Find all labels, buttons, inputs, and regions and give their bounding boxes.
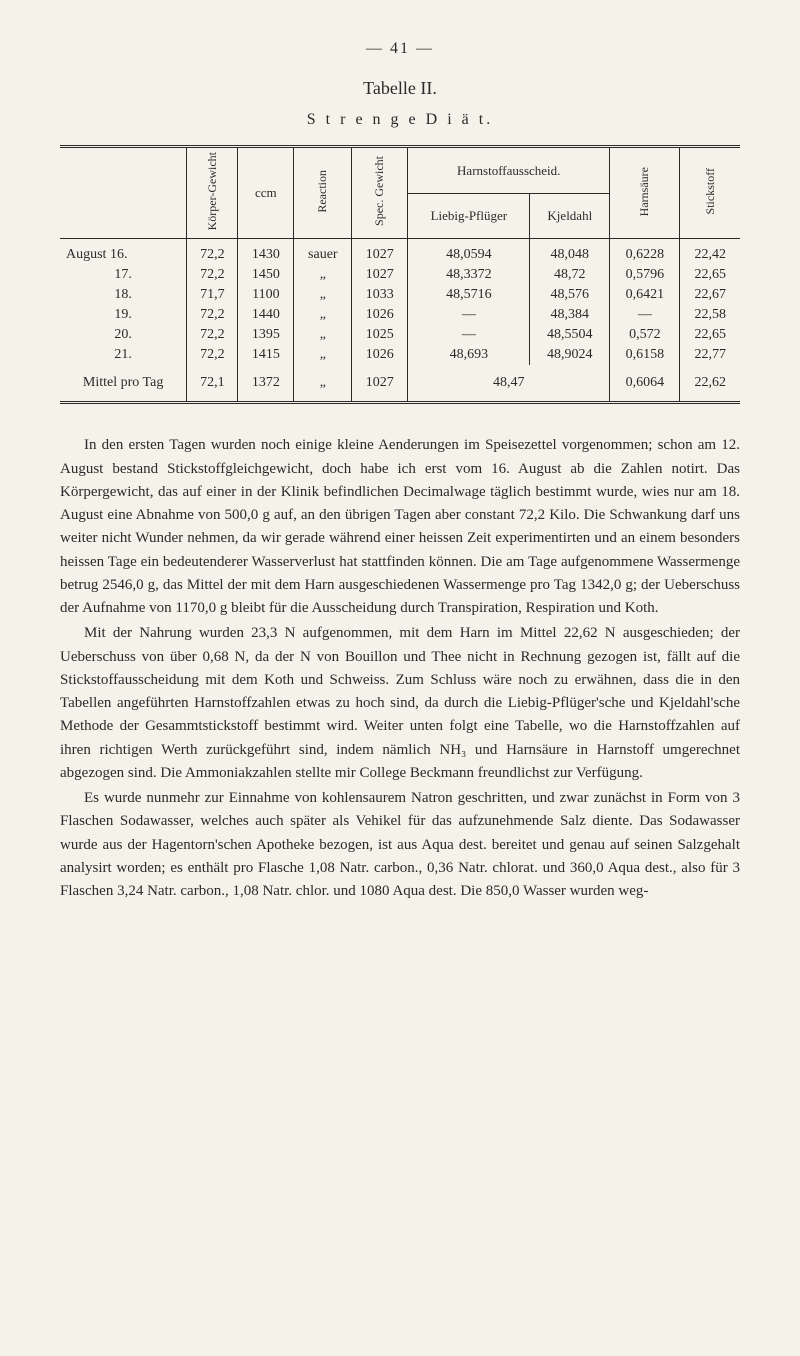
cell: 72,1	[187, 365, 238, 403]
col-header-kjeldahl: Kjeldahl	[530, 194, 610, 239]
table-row: 21. 72,2 1415 „ 1026 48,693 48,9024 0,61…	[60, 345, 740, 365]
cell: 19.	[60, 305, 187, 325]
table-subtitle: S t r e n g e D i ä t.	[60, 111, 740, 129]
cell: 1415	[238, 345, 294, 365]
table-title: Tabelle II.	[60, 78, 740, 99]
cell: 71,7	[187, 285, 238, 305]
table-row: 19. 72,2 1440 „ 1026 — 48,384 — 22,58	[60, 305, 740, 325]
paragraph: Mit der Nahrung wurden 23,3 N aufgenomme…	[60, 622, 740, 785]
cell: —	[408, 325, 530, 345]
cell: 72,2	[187, 305, 238, 325]
cell: 17.	[60, 265, 187, 285]
cell: 21.	[60, 345, 187, 365]
cell: 22,62	[680, 365, 740, 403]
col-header-liebig: Liebig-Pflüger	[408, 194, 530, 239]
cell: 72,2	[187, 265, 238, 285]
col-header-reaction: Reaction	[294, 147, 352, 239]
summary-row: Mittel pro Tag 72,1 1372 „ 1027 48,47 0,…	[60, 365, 740, 403]
cell: 48,693	[408, 345, 530, 365]
col-header-gewicht: Körper-Gewicht	[187, 147, 238, 239]
cell: 1372	[238, 365, 294, 403]
cell: 0,572	[610, 325, 680, 345]
cell: 20.	[60, 325, 187, 345]
cell: 1027	[352, 239, 408, 266]
cell: 72,2	[187, 345, 238, 365]
cell: 22,42	[680, 239, 740, 266]
cell: 48,0594	[408, 239, 530, 266]
cell: 1026	[352, 305, 408, 325]
col-header-ccm: ccm	[238, 147, 294, 239]
cell: 22,77	[680, 345, 740, 365]
cell: „	[294, 325, 352, 345]
cell: 0,6228	[610, 239, 680, 266]
cell: 48,048	[530, 239, 610, 266]
col-header-spec: Spec. Gewicht	[352, 147, 408, 239]
cell: —	[408, 305, 530, 325]
cell: sauer	[294, 239, 352, 266]
cell: 22,65	[680, 265, 740, 285]
cell: 1100	[238, 285, 294, 305]
page-number: — 41 —	[60, 40, 740, 58]
cell: 1430	[238, 239, 294, 266]
cell: —	[610, 305, 680, 325]
cell: „	[294, 305, 352, 325]
cell: 72,2	[187, 325, 238, 345]
cell: „	[294, 265, 352, 285]
cell: 48,384	[530, 305, 610, 325]
cell: 1033	[352, 285, 408, 305]
table-row: 17. 72,2 1450 „ 1027 48,3372 48,72 0,579…	[60, 265, 740, 285]
cell: 1450	[238, 265, 294, 285]
cell: 48,5504	[530, 325, 610, 345]
table-body: August 16. 72,2 1430 sauer 1027 48,0594 …	[60, 239, 740, 403]
cell: 0,6158	[610, 345, 680, 365]
cell: 0,5796	[610, 265, 680, 285]
cell: Mittel pro Tag	[60, 365, 187, 403]
paragraph: In den ersten Tagen wurden noch einige k…	[60, 434, 740, 620]
col-header-harnsaure: Harnsäure	[610, 147, 680, 239]
data-table: Körper-Gewicht ccm Reaction Spec. Gewich…	[60, 145, 740, 404]
paragraph: Es wurde nunmehr zur Einnahme von kohlen…	[60, 787, 740, 903]
table-row: 18. 71,7 1100 „ 1033 48,5716 48,576 0,64…	[60, 285, 740, 305]
col-header-stickstoff: Stickstoff	[680, 147, 740, 239]
cell: 22,67	[680, 285, 740, 305]
cell: August 16.	[60, 239, 187, 266]
cell: 0,6421	[610, 285, 680, 305]
cell: 48,576	[530, 285, 610, 305]
cell: 1027	[352, 265, 408, 285]
cell: 1395	[238, 325, 294, 345]
cell: 1027	[352, 365, 408, 403]
cell: 18.	[60, 285, 187, 305]
cell: „	[294, 345, 352, 365]
cell: „	[294, 285, 352, 305]
body-text: In den ersten Tagen wurden noch einige k…	[60, 434, 740, 903]
col-header-date	[60, 147, 187, 239]
cell: 48,5716	[408, 285, 530, 305]
cell: 1440	[238, 305, 294, 325]
cell: 48,47	[408, 365, 610, 403]
col-header-harnstoff: Harnstoffausscheid.	[408, 147, 610, 194]
cell: 22,65	[680, 325, 740, 345]
cell: „	[294, 365, 352, 403]
cell: 22,58	[680, 305, 740, 325]
cell: 48,3372	[408, 265, 530, 285]
cell: 48,9024	[530, 345, 610, 365]
cell: 1025	[352, 325, 408, 345]
cell: 0,6064	[610, 365, 680, 403]
cell: 48,72	[530, 265, 610, 285]
cell: 72,2	[187, 239, 238, 266]
table-row: August 16. 72,2 1430 sauer 1027 48,0594 …	[60, 239, 740, 266]
table-row: 20. 72,2 1395 „ 1025 — 48,5504 0,572 22,…	[60, 325, 740, 345]
cell: 1026	[352, 345, 408, 365]
